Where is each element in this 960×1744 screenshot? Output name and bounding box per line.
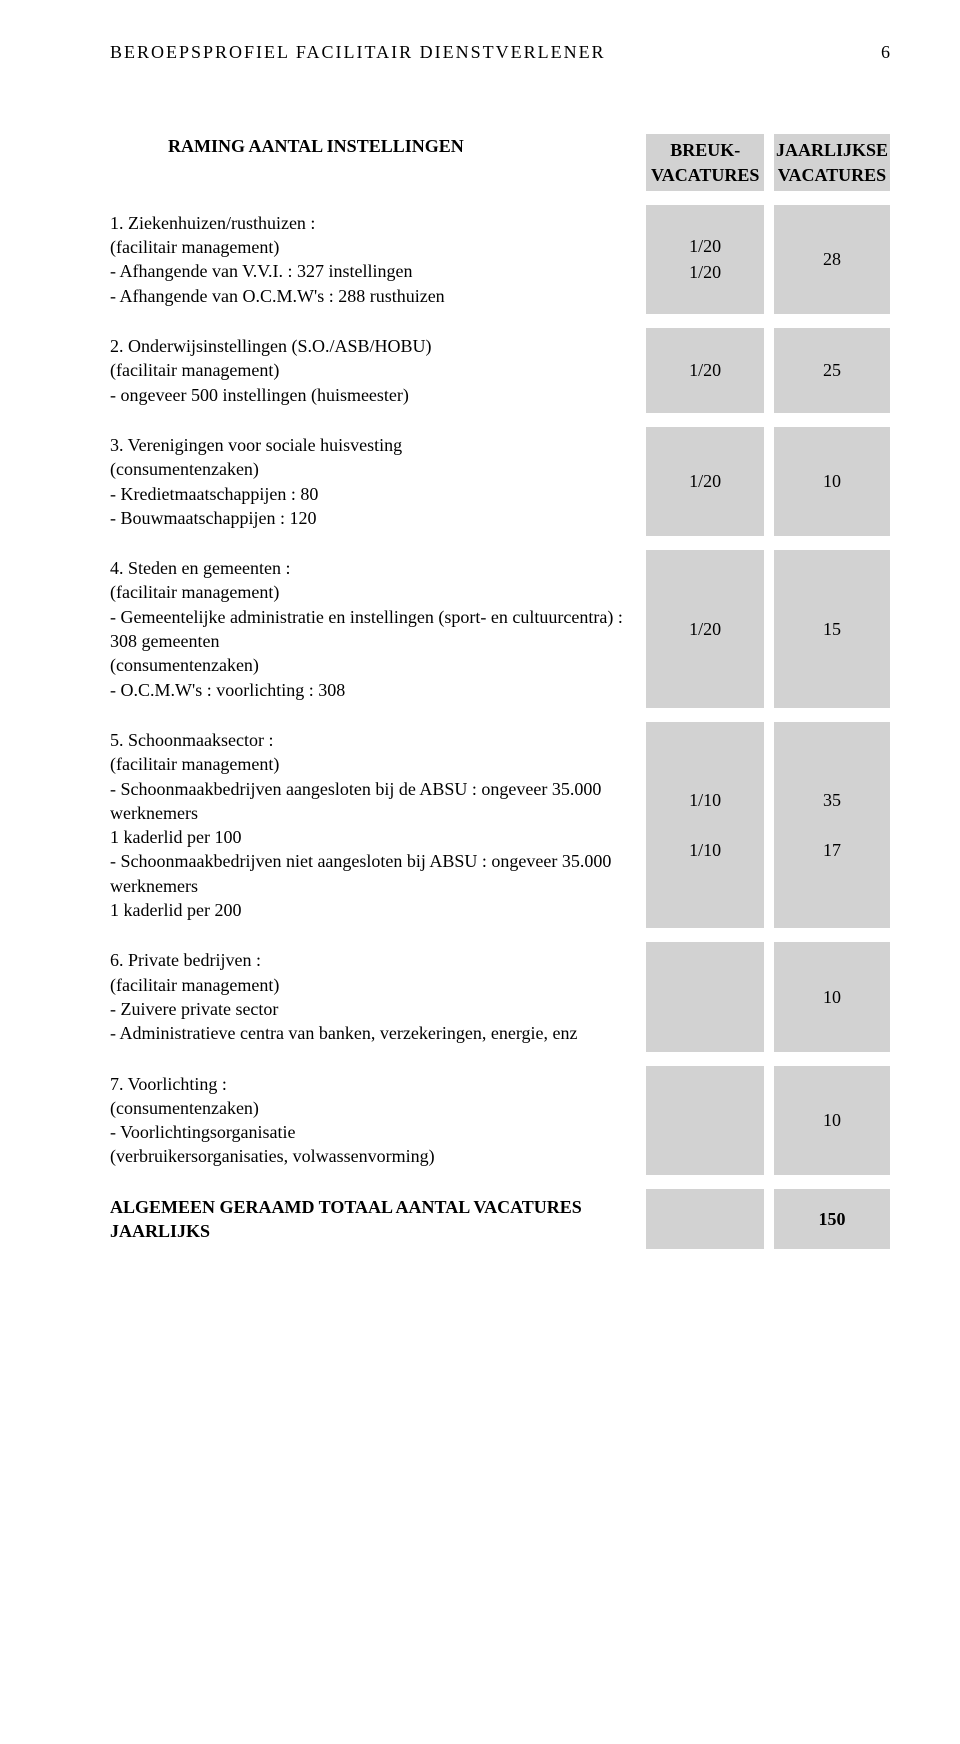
row-annual: 15 — [774, 550, 890, 708]
row-annual: 10 — [774, 942, 890, 1051]
table-row: 5. Schoonmaaksector : (facilitair manage… — [110, 722, 890, 928]
table-row: 2. Onderwijsinstellingen (S.O./ASB/HOBU)… — [110, 328, 890, 413]
ratings-table: RAMING AANTAL INSTELLINGEN BREUK- VACATU… — [110, 134, 890, 1249]
row-annual: 3517 — [774, 722, 890, 928]
table-header-row: RAMING AANTAL INSTELLINGEN BREUK- VACATU… — [110, 134, 890, 191]
total-label: ALGEMEEN GERAAMD TOTAAL AANTAL VACATURES… — [110, 1189, 646, 1250]
table-total-row: ALGEMEEN GERAAMD TOTAAL AANTAL VACATURES… — [110, 1189, 890, 1250]
row-fraction — [646, 1066, 764, 1175]
row-text: 7. Voorlichting : (consumentenzaken) - V… — [110, 1066, 646, 1175]
row-text: 2. Onderwijsinstellingen (S.O./ASB/HOBU)… — [110, 328, 646, 413]
row-fraction: 1/201/20 — [646, 205, 764, 314]
row-fraction — [646, 942, 764, 1051]
row-text: 5. Schoonmaaksector : (facilitair manage… — [110, 722, 646, 928]
row-annual: 10 — [774, 1066, 890, 1175]
row-annual: 28 — [774, 205, 890, 314]
row-annual: 25 — [774, 328, 890, 413]
row-text: 4. Steden en gemeenten : (facilitair man… — [110, 550, 646, 708]
total-value: 150 — [774, 1189, 890, 1250]
col-header-annual: JAARLIJKSE VACATURES — [774, 134, 890, 191]
table-row: 1. Ziekenhuizen/rusthuizen : (facilitair… — [110, 205, 890, 314]
table-row: 4. Steden en gemeenten : (facilitair man… — [110, 550, 890, 708]
row-fraction: 1/20 — [646, 328, 764, 413]
col-header-fraction: BREUK- VACATURES — [646, 134, 764, 191]
row-fraction: 1/101/10 — [646, 722, 764, 928]
table-row: 3. Verenigingen voor sociale huisvesting… — [110, 427, 890, 536]
row-text: 3. Verenigingen voor sociale huisvesting… — [110, 427, 646, 536]
row-fraction: 1/20 — [646, 427, 764, 536]
col-header-institution: RAMING AANTAL INSTELLINGEN — [110, 134, 646, 191]
row-text: 6. Private bedrijven : (facilitair manag… — [110, 942, 646, 1051]
table-row: 7. Voorlichting : (consumentenzaken) - V… — [110, 1066, 890, 1175]
table-row: 6. Private bedrijven : (facilitair manag… — [110, 942, 890, 1051]
row-fraction: 1/20 — [646, 550, 764, 708]
page-number: 6 — [881, 40, 890, 64]
doc-header-title: BEROEPSPROFIEL FACILITAIR DIENSTVERLENER — [110, 40, 606, 64]
row-annual: 10 — [774, 427, 890, 536]
row-text: 1. Ziekenhuizen/rusthuizen : (facilitair… — [110, 205, 646, 314]
